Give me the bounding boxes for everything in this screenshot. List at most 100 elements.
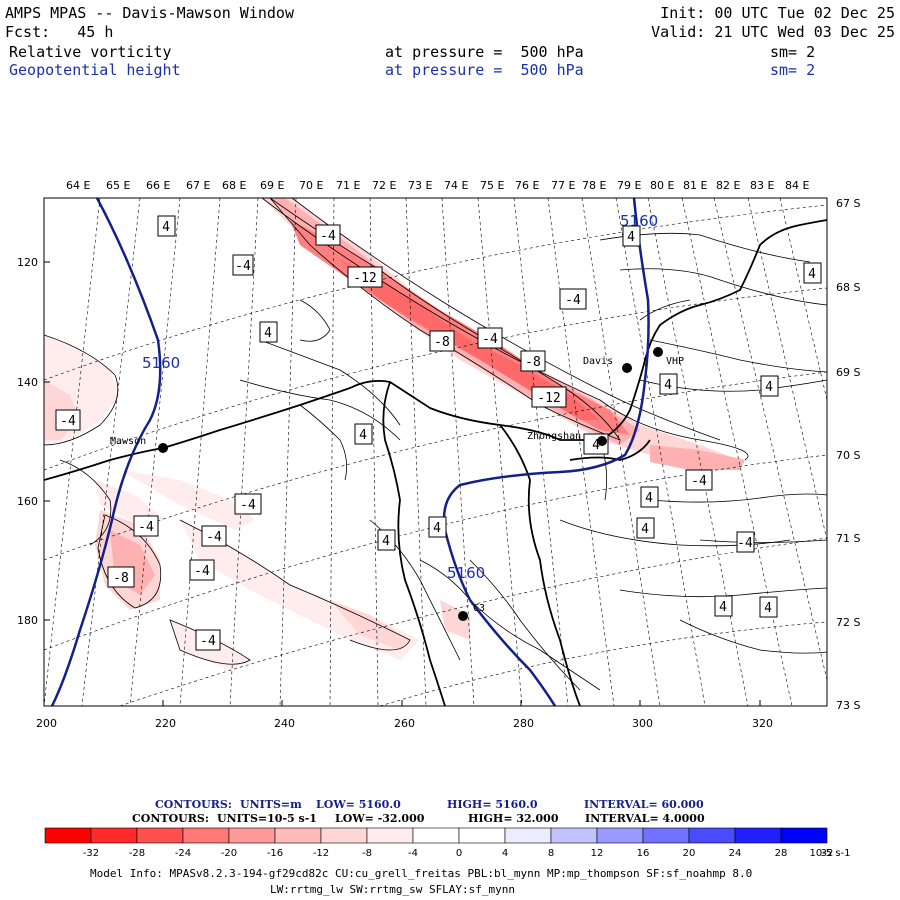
lon-label: 74 E	[444, 179, 468, 192]
vort-label-text: -4	[206, 530, 222, 545]
colorbar: -32 -28 -24 -20 -16 -12 -8 -4 0 4 8 12 16 20 24 28 32	[44, 827, 833, 859]
vort-label: -4	[736, 531, 755, 553]
colorbar-swatch	[90, 827, 138, 844]
colorbar-tick-label: -24	[175, 848, 191, 859]
vort-label: 4	[377, 529, 396, 551]
legend2-label: CONTOURS:	[132, 812, 209, 825]
coastline	[44, 219, 827, 706]
vort-label-text: 4	[765, 380, 773, 395]
colorbar-tick-label: 16	[637, 848, 650, 859]
vort-label: -4	[315, 224, 341, 246]
colorbar-tick-label: -28	[129, 848, 145, 859]
station-marker-mawson	[158, 443, 168, 453]
station-label-vhp: VHP	[666, 356, 684, 367]
vort-label-text: 4	[764, 601, 772, 616]
legend1-label: CONTOURS:	[155, 798, 232, 811]
left-axis-labels: 120 140 160 180	[17, 256, 50, 627]
lon-label: 82 E	[716, 179, 740, 192]
colorbar-swatch	[458, 827, 506, 844]
vort-label-text: -8	[525, 355, 541, 370]
vort-label-text: 4	[808, 267, 816, 282]
vort-label: -4	[133, 515, 159, 537]
lon-label: 81 E	[683, 179, 707, 192]
lon-label: 68 E	[222, 179, 246, 192]
plot-frame	[43, 197, 828, 707]
vort-label: 4	[714, 595, 733, 617]
colorbar-swatch	[550, 827, 598, 844]
colorbar-swatch	[182, 827, 230, 844]
vort-label-text: -4	[138, 520, 154, 535]
legend2-low: LOW= -32.000	[335, 812, 425, 825]
vort-label: 4	[659, 373, 678, 395]
vort-label: 4	[640, 486, 659, 508]
lon-label: 79 E	[617, 179, 641, 192]
vort-label: 4	[157, 215, 176, 237]
vort-label-text: -4	[320, 229, 336, 244]
lat-label: 71 S	[836, 532, 860, 545]
vort-label-text: 4	[382, 534, 390, 549]
vort-label-text: 4	[359, 428, 367, 443]
valid-time: Valid: 21 UTC Wed 03 Dec 25	[651, 23, 895, 41]
station-marker-zhongshan	[597, 436, 607, 446]
vort-label-text: 4	[719, 600, 727, 615]
colorbar-swatch	[596, 827, 644, 844]
lat-label: 70 S	[836, 449, 860, 462]
lon-label: 64 E	[66, 179, 90, 192]
field1-pressure: at pressure = 500 hPa	[385, 43, 584, 61]
lon-label: 67 E	[186, 179, 210, 192]
x-label: 220	[155, 717, 176, 730]
colorbar-tick-label: -32	[83, 848, 99, 859]
field2-name: Geopotential height	[9, 61, 181, 79]
colorbar-tick-label: -16	[267, 848, 283, 859]
x-label: 200	[36, 717, 57, 730]
colorbar-tick-label: -4	[408, 848, 418, 859]
legend2-units: UNITS=10-5 s-1	[217, 812, 317, 825]
colorbar-swatch	[688, 827, 736, 844]
colorbar-swatch	[366, 827, 414, 844]
field1-name: Relative vorticity	[9, 43, 172, 61]
lat-label: 68 S	[836, 281, 860, 294]
lon-label: 70 E	[299, 179, 323, 192]
vort-label: -8	[429, 330, 455, 352]
height-label: 5160	[447, 564, 485, 582]
vort-label-text: 4	[433, 521, 441, 536]
vort-label-text: -4	[737, 536, 753, 551]
vort-label-text: -4	[235, 259, 251, 274]
stations: Mawson Davis VHP Zhongshan C3	[110, 347, 684, 621]
vort-label: 4	[428, 516, 447, 538]
vort-label-text: -8	[113, 571, 129, 586]
plot-title: AMPS MPAS -- Davis-Mawson Window	[5, 4, 294, 22]
vort-label-text: -12	[353, 271, 376, 286]
lon-label: 75 E	[480, 179, 504, 192]
lat-label: 73 S	[836, 699, 860, 712]
vort-label-text: -4	[194, 564, 210, 579]
lat-label: 69 S	[836, 366, 860, 379]
vorticity-labels: 4 -4 4 -12 -4 -4 4 -8 -4 -8 4 4 4 -4 -12…	[55, 215, 822, 651]
legend2-interval: INTERVAL= 4.0000	[585, 812, 705, 825]
legend1-units: UNITS=m	[240, 798, 302, 811]
vort-label: 4	[760, 375, 779, 397]
contour-legend: CONTOURS: UNITS=m LOW= 5160.0 HIGH= 5160…	[132, 798, 705, 825]
vort-label: -4	[189, 559, 215, 581]
vort-label: -4	[559, 288, 587, 310]
station-marker-c3	[458, 611, 468, 621]
vort-label: -4	[55, 409, 81, 431]
field2-pressure: at pressure = 500 hPa	[385, 61, 584, 79]
lon-label: 66 E	[146, 179, 170, 192]
legend2-high: HIGH= 32.000	[468, 812, 559, 825]
vort-label: -12	[347, 266, 383, 288]
colorbar-tick-label: -8	[362, 848, 372, 859]
vort-label-text: -4	[565, 293, 581, 308]
colorbar-swatch	[642, 827, 690, 844]
vort-label: -4	[195, 629, 221, 651]
vort-label-text: -4	[691, 474, 707, 489]
vort-label-text: 4	[264, 326, 272, 341]
right-latitude-labels: 67 S 68 S 69 S 70 S 71 S 72 S 73 S	[836, 197, 860, 712]
station-marker-vhp	[653, 347, 663, 357]
colorbar-swatch	[412, 827, 460, 844]
vort-label: 4	[636, 517, 655, 539]
height-label: 5160	[142, 354, 180, 372]
station-label-c3: C3	[473, 603, 485, 614]
vort-label: -4	[477, 327, 503, 349]
y-label: 160	[17, 495, 38, 508]
